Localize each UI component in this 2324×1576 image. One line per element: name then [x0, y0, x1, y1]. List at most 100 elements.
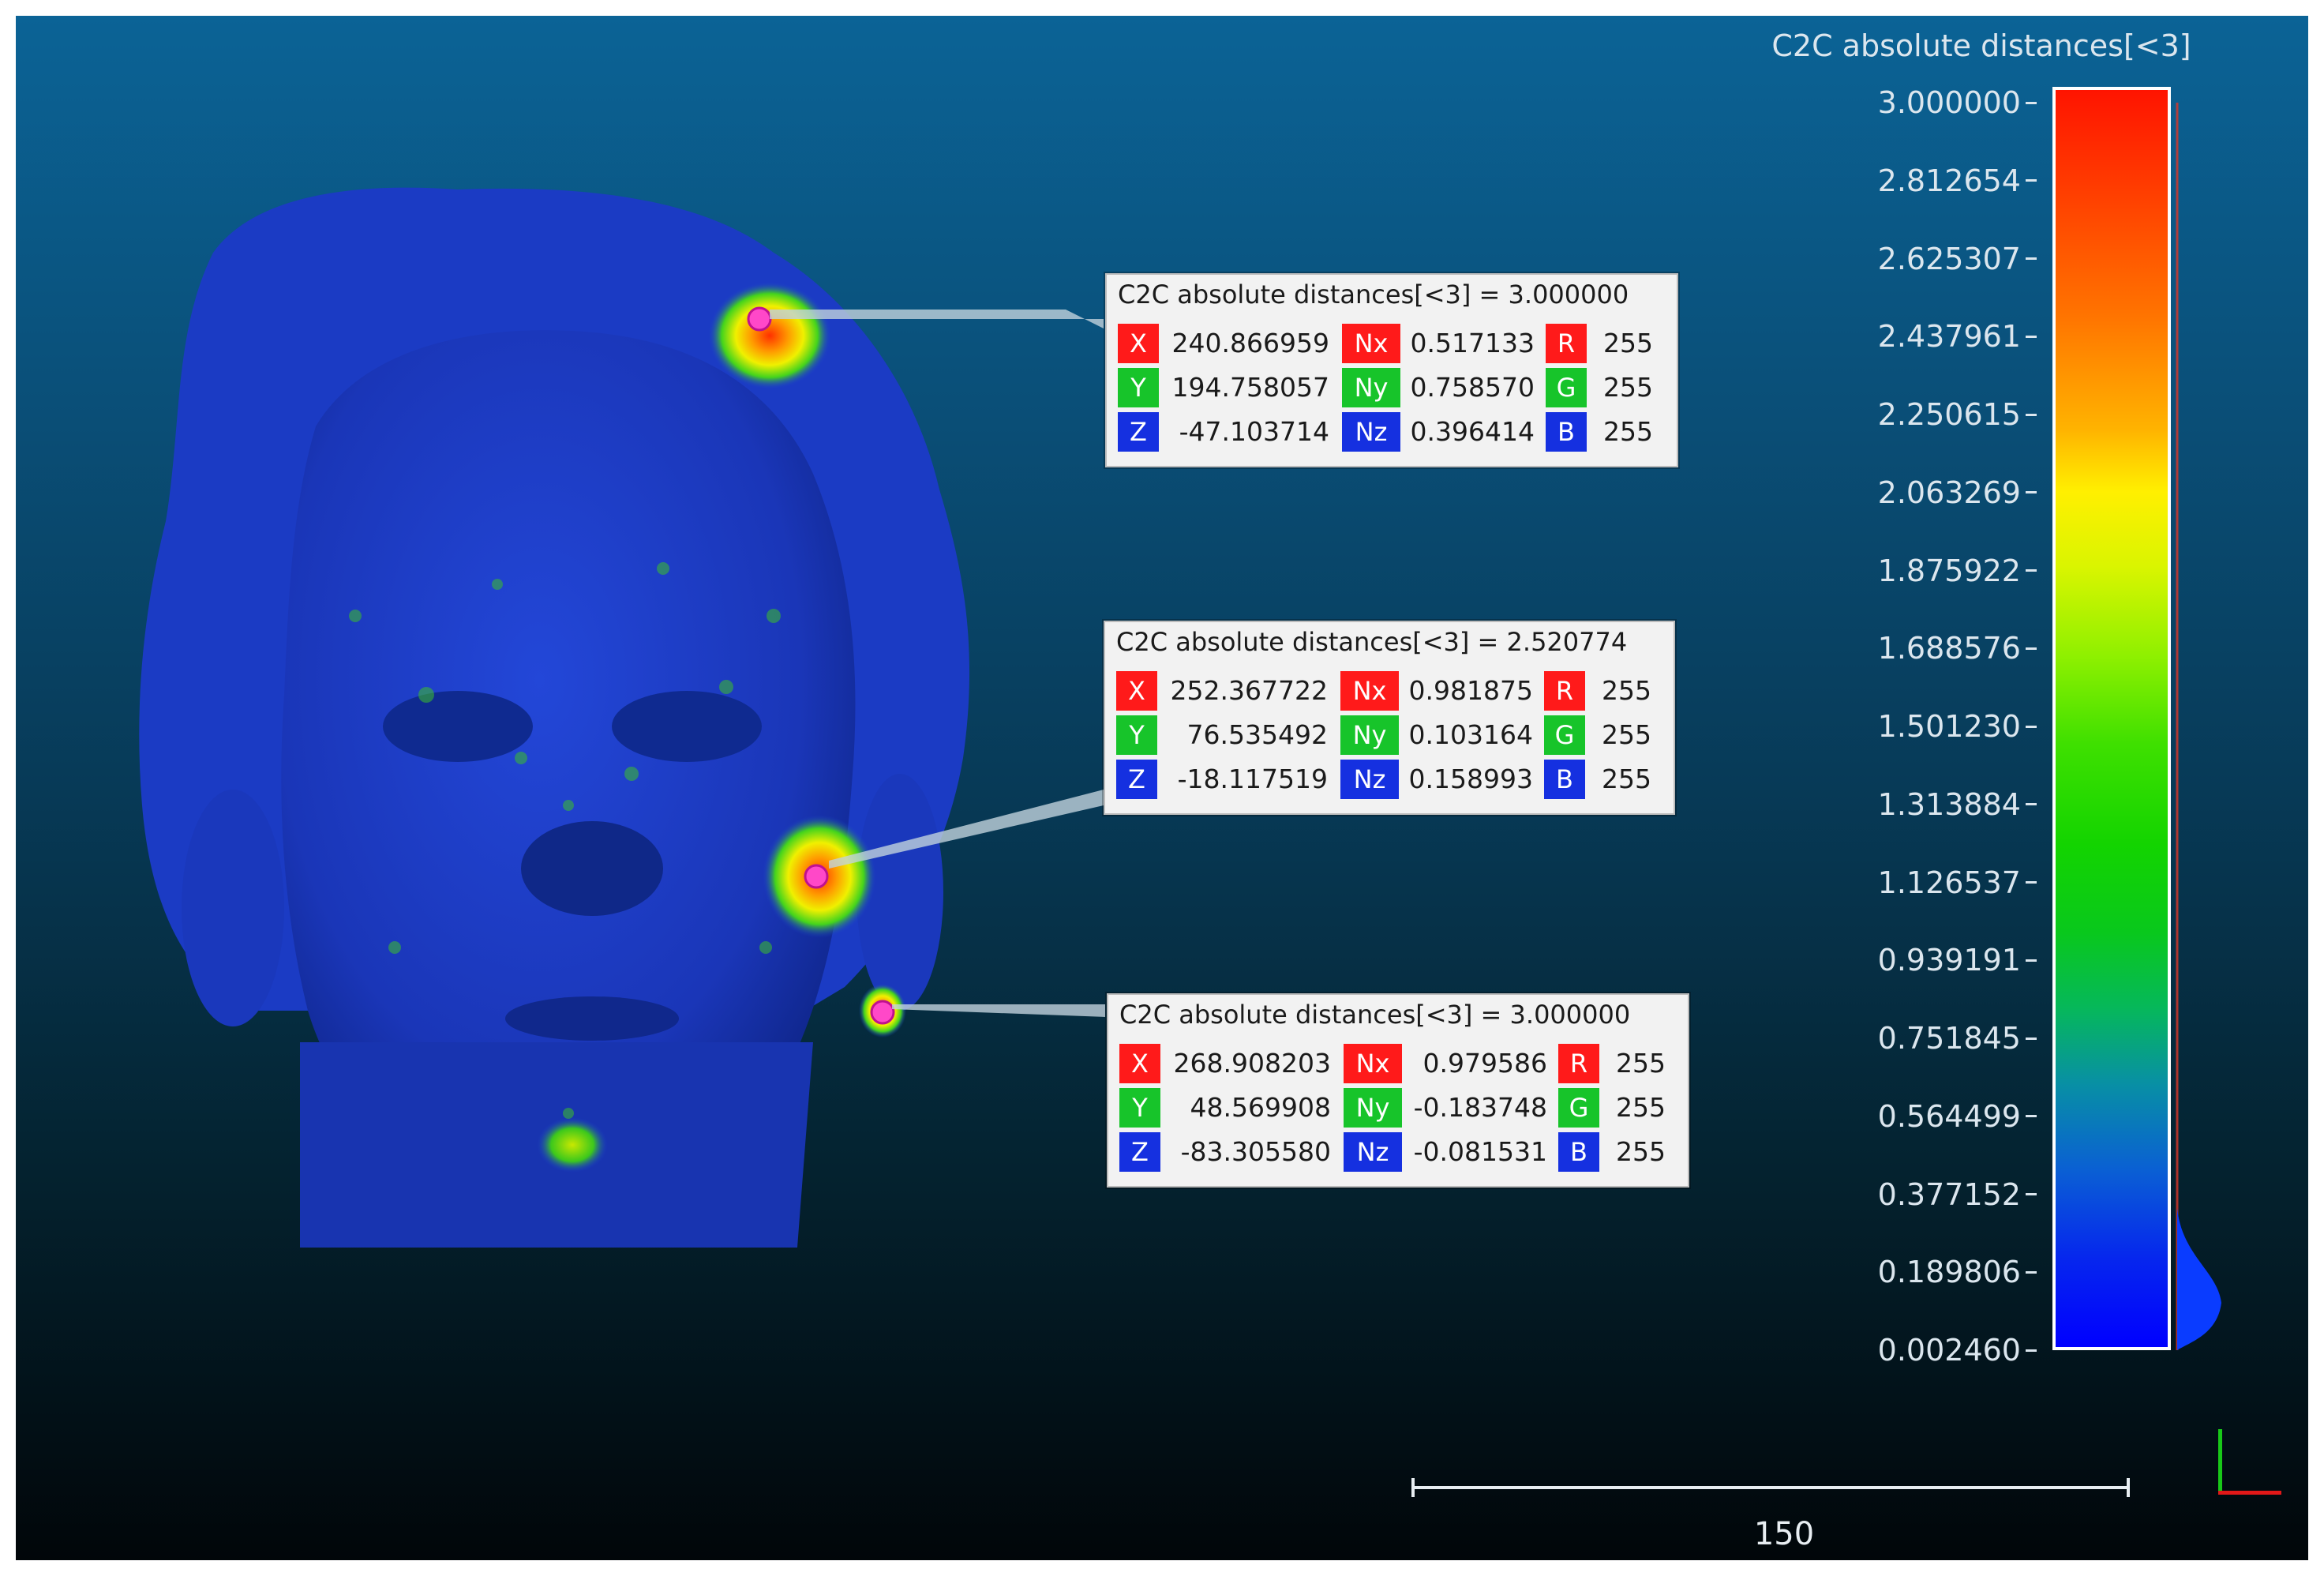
r-tag: R — [1546, 324, 1587, 363]
label-title: C2C absolute distances[<3] = 3.000000 — [1119, 1000, 1631, 1030]
nose-shadow — [521, 821, 663, 916]
nz-tag: Nz — [1342, 412, 1400, 452]
axis-x-icon — [2218, 1491, 2281, 1495]
b-tag: B — [1558, 1132, 1599, 1172]
point-label-2[interactable]: C2C absolute distances[<3] = 2.520774 X … — [1104, 621, 1675, 815]
ny-tag: Ny — [1344, 1088, 1402, 1128]
g-tag: G — [1558, 1088, 1599, 1128]
scale-tick-label: 0.377152 — [1831, 1176, 2037, 1213]
scale-tick-label: 2.437961 — [1831, 318, 2037, 355]
y-value: 48.569908 — [1190, 1092, 1331, 1123]
tick-mark — [2026, 335, 2037, 338]
z-value: -18.117519 — [1177, 764, 1328, 794]
scale-ruler — [1411, 1478, 2130, 1497]
tick-text: 2.625307 — [1877, 241, 2021, 276]
3d-viewport[interactable]: C2C absolute distances[<3] 3.000000 2.812… — [16, 16, 2308, 1560]
tick-mark — [2026, 179, 2037, 182]
r-value: 255 — [1603, 328, 1653, 358]
scale-tick-label: 3.000000 — [1831, 84, 2037, 121]
scale-tick-label: 2.812654 — [1831, 163, 2037, 199]
tick-text: 2.437961 — [1877, 319, 2021, 355]
label-title: C2C absolute distances[<3] = 3.000000 — [1118, 280, 1629, 310]
nx-value: 0.981875 — [1408, 675, 1533, 706]
tick-mark — [2026, 881, 2037, 884]
tick-mark — [2026, 1349, 2037, 1352]
nz-tag: Nz — [1344, 1132, 1402, 1172]
ruler-end-right — [2127, 1478, 2130, 1497]
scale-histogram — [2176, 103, 2221, 1350]
y-tag: Y — [1119, 1088, 1160, 1128]
z-value: -47.103714 — [1179, 416, 1329, 447]
b-value: 255 — [1602, 764, 1651, 794]
ruler-label: 150 — [1753, 1516, 1815, 1552]
nx-value: 0.517133 — [1410, 328, 1535, 358]
scale-tick-label: 1.126537 — [1831, 865, 2037, 901]
face-mesh-render[interactable] — [16, 16, 2308, 1560]
scale-tick-label: 0.189806 — [1831, 1254, 2037, 1290]
mesh-speckles — [349, 562, 781, 1119]
scale-tick-label: 0.002460 — [1831, 1332, 2037, 1368]
scale-title: C2C absolute distances[<3] — [1771, 28, 2191, 63]
r-value: 255 — [1602, 675, 1651, 706]
tick-text: 0.002460 — [1877, 1333, 2021, 1368]
g-value: 255 — [1603, 372, 1653, 403]
nz-value: -0.081531 — [1413, 1136, 1547, 1167]
r-value: 255 — [1616, 1048, 1666, 1079]
z-tag: Z — [1118, 412, 1159, 452]
scale-tick-label: 0.564499 — [1831, 1098, 2037, 1135]
tick-mark — [2026, 1193, 2037, 1195]
tick-text: 1.126537 — [1877, 865, 2021, 900]
x-tag: X — [1116, 671, 1157, 711]
g-value: 255 — [1602, 719, 1651, 750]
point-label-1[interactable]: C2C absolute distances[<3] = 3.000000 X … — [1105, 273, 1678, 467]
x-value: 240.866959 — [1171, 328, 1329, 358]
picked-point-1[interactable] — [747, 306, 772, 332]
y-tag: Y — [1116, 715, 1157, 755]
scale-tick-label: 2.063269 — [1831, 475, 2037, 511]
tick-text: 0.939191 — [1877, 943, 2021, 978]
tick-text: 0.189806 — [1877, 1255, 2021, 1290]
tick-text: 2.250615 — [1877, 397, 2021, 432]
tick-text: 1.501230 — [1877, 709, 2021, 744]
left-eye-socket — [383, 691, 533, 762]
tick-mark — [2026, 1115, 2037, 1118]
x-value: 252.367722 — [1170, 675, 1328, 706]
tick-mark — [2026, 1037, 2037, 1040]
scale-tick-label: 0.751845 — [1831, 1020, 2037, 1056]
axis-y-icon — [2218, 1429, 2222, 1495]
point-label-3[interactable]: C2C absolute distances[<3] = 3.000000 X … — [1107, 993, 1689, 1188]
tick-mark — [2026, 803, 2037, 806]
g-tag: G — [1544, 715, 1585, 755]
y-tag: Y — [1118, 368, 1159, 407]
nz-value: 0.158993 — [1408, 764, 1533, 794]
color-scale-bar — [2052, 87, 2171, 1350]
r-tag: R — [1558, 1044, 1599, 1083]
b-tag: B — [1544, 760, 1585, 799]
ny-tag: Ny — [1340, 715, 1399, 755]
tick-mark — [2026, 647, 2037, 650]
scale-tick-label: 0.939191 — [1831, 942, 2037, 978]
tick-mark — [2026, 491, 2037, 494]
ny-value: 0.103164 — [1408, 719, 1533, 750]
scale-tick-label: 1.501230 — [1831, 708, 2037, 745]
nz-value: 0.396414 — [1410, 416, 1535, 447]
tick-text: 0.377152 — [1877, 1176, 2021, 1212]
ny-value: -0.183748 — [1413, 1092, 1547, 1123]
picked-point-2[interactable] — [804, 864, 829, 889]
leader-line-3 — [892, 1004, 1105, 1017]
scale-tick-label: 1.688576 — [1831, 630, 2037, 666]
tick-mark — [2026, 413, 2037, 416]
x-value: 268.908203 — [1173, 1048, 1331, 1079]
nx-tag: Nx — [1344, 1044, 1402, 1083]
tick-mark — [2026, 569, 2037, 572]
picked-point-3[interactable] — [870, 1000, 895, 1025]
scale-tick-label: 1.875922 — [1831, 553, 2037, 589]
tick-text: 0.751845 — [1877, 1021, 2021, 1056]
tick-mark — [2026, 101, 2037, 104]
nx-value: 0.979586 — [1423, 1048, 1547, 1079]
scale-tick-label: 2.625307 — [1831, 241, 2037, 277]
tick-mark — [2026, 959, 2037, 962]
b-tag: B — [1546, 412, 1587, 452]
tick-text: 0.564499 — [1877, 1098, 2021, 1134]
scale-tick-label: 1.313884 — [1831, 786, 2037, 823]
